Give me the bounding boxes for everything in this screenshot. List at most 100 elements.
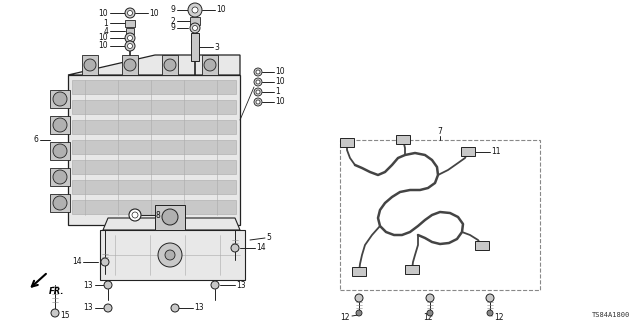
Bar <box>202 55 218 75</box>
Circle shape <box>127 11 132 15</box>
Bar <box>50 142 70 160</box>
Bar <box>155 205 185 230</box>
Text: 7: 7 <box>438 127 442 137</box>
Bar <box>191 33 199 61</box>
Circle shape <box>231 244 239 252</box>
Text: 12: 12 <box>494 314 504 320</box>
Circle shape <box>104 281 112 289</box>
Text: 4: 4 <box>103 27 108 36</box>
Circle shape <box>127 36 132 41</box>
Text: 5: 5 <box>266 234 271 243</box>
Text: TS84A1800: TS84A1800 <box>592 312 630 318</box>
Text: 13: 13 <box>194 303 204 313</box>
Bar <box>340 138 354 147</box>
Circle shape <box>204 59 216 71</box>
Polygon shape <box>68 55 240 75</box>
Text: 9: 9 <box>170 23 175 33</box>
Circle shape <box>53 92 67 106</box>
Circle shape <box>254 78 262 86</box>
Text: 12: 12 <box>424 314 433 320</box>
Text: 10: 10 <box>275 77 285 86</box>
Circle shape <box>164 59 176 71</box>
Bar <box>50 194 70 212</box>
Bar <box>50 116 70 134</box>
Text: 14: 14 <box>256 244 266 252</box>
Circle shape <box>125 33 135 43</box>
Circle shape <box>53 196 67 210</box>
Bar <box>50 90 70 108</box>
Circle shape <box>125 41 135 51</box>
Bar <box>340 140 540 290</box>
Bar <box>475 241 489 250</box>
Bar <box>72 200 236 214</box>
Circle shape <box>256 100 260 104</box>
Bar <box>72 140 236 154</box>
Circle shape <box>486 294 494 302</box>
Circle shape <box>427 310 433 316</box>
Text: 3: 3 <box>214 43 219 52</box>
Text: 6: 6 <box>33 135 38 145</box>
Circle shape <box>132 212 138 218</box>
Text: 10: 10 <box>149 9 159 18</box>
Text: 1: 1 <box>275 87 280 97</box>
Bar <box>82 55 98 75</box>
Circle shape <box>158 243 182 267</box>
Bar <box>50 168 70 186</box>
Polygon shape <box>100 230 245 280</box>
Circle shape <box>53 144 67 158</box>
Bar <box>125 20 135 27</box>
Circle shape <box>129 209 141 221</box>
Bar <box>72 120 236 134</box>
Circle shape <box>162 209 178 225</box>
Circle shape <box>254 68 262 76</box>
Circle shape <box>355 294 363 302</box>
Text: 9: 9 <box>170 5 175 14</box>
Circle shape <box>192 7 198 13</box>
Text: 13: 13 <box>83 281 93 290</box>
Bar <box>126 28 134 34</box>
Circle shape <box>101 258 109 266</box>
Circle shape <box>51 309 59 317</box>
Polygon shape <box>103 218 240 230</box>
Circle shape <box>165 250 175 260</box>
Circle shape <box>190 23 200 33</box>
Circle shape <box>104 304 112 312</box>
Text: 10: 10 <box>99 42 108 51</box>
Circle shape <box>256 70 260 74</box>
Circle shape <box>487 310 493 316</box>
Text: 10: 10 <box>99 9 108 18</box>
Text: 10: 10 <box>275 98 285 107</box>
Circle shape <box>426 294 434 302</box>
Bar <box>461 147 475 156</box>
Text: 1: 1 <box>103 19 108 28</box>
Circle shape <box>84 59 96 71</box>
Text: 15: 15 <box>60 310 70 319</box>
Circle shape <box>254 88 262 96</box>
Circle shape <box>256 90 260 94</box>
Circle shape <box>53 170 67 184</box>
Bar <box>72 100 236 114</box>
Circle shape <box>125 8 135 18</box>
Circle shape <box>256 80 260 84</box>
Circle shape <box>127 44 132 49</box>
Text: 10: 10 <box>99 34 108 43</box>
Bar <box>396 135 410 144</box>
Circle shape <box>53 118 67 132</box>
Bar <box>190 17 200 25</box>
Bar <box>72 80 236 94</box>
Circle shape <box>356 310 362 316</box>
Circle shape <box>211 281 219 289</box>
Text: 13: 13 <box>236 281 246 290</box>
Polygon shape <box>68 75 240 225</box>
Circle shape <box>124 59 136 71</box>
Text: 14: 14 <box>72 258 82 267</box>
Bar <box>352 267 366 276</box>
Text: 11: 11 <box>491 148 500 156</box>
Bar <box>72 180 236 194</box>
Text: FR.: FR. <box>49 287 65 296</box>
Text: 12: 12 <box>340 314 350 320</box>
Circle shape <box>188 3 202 17</box>
Text: 2: 2 <box>170 17 175 26</box>
Bar <box>405 265 419 274</box>
Circle shape <box>254 98 262 106</box>
